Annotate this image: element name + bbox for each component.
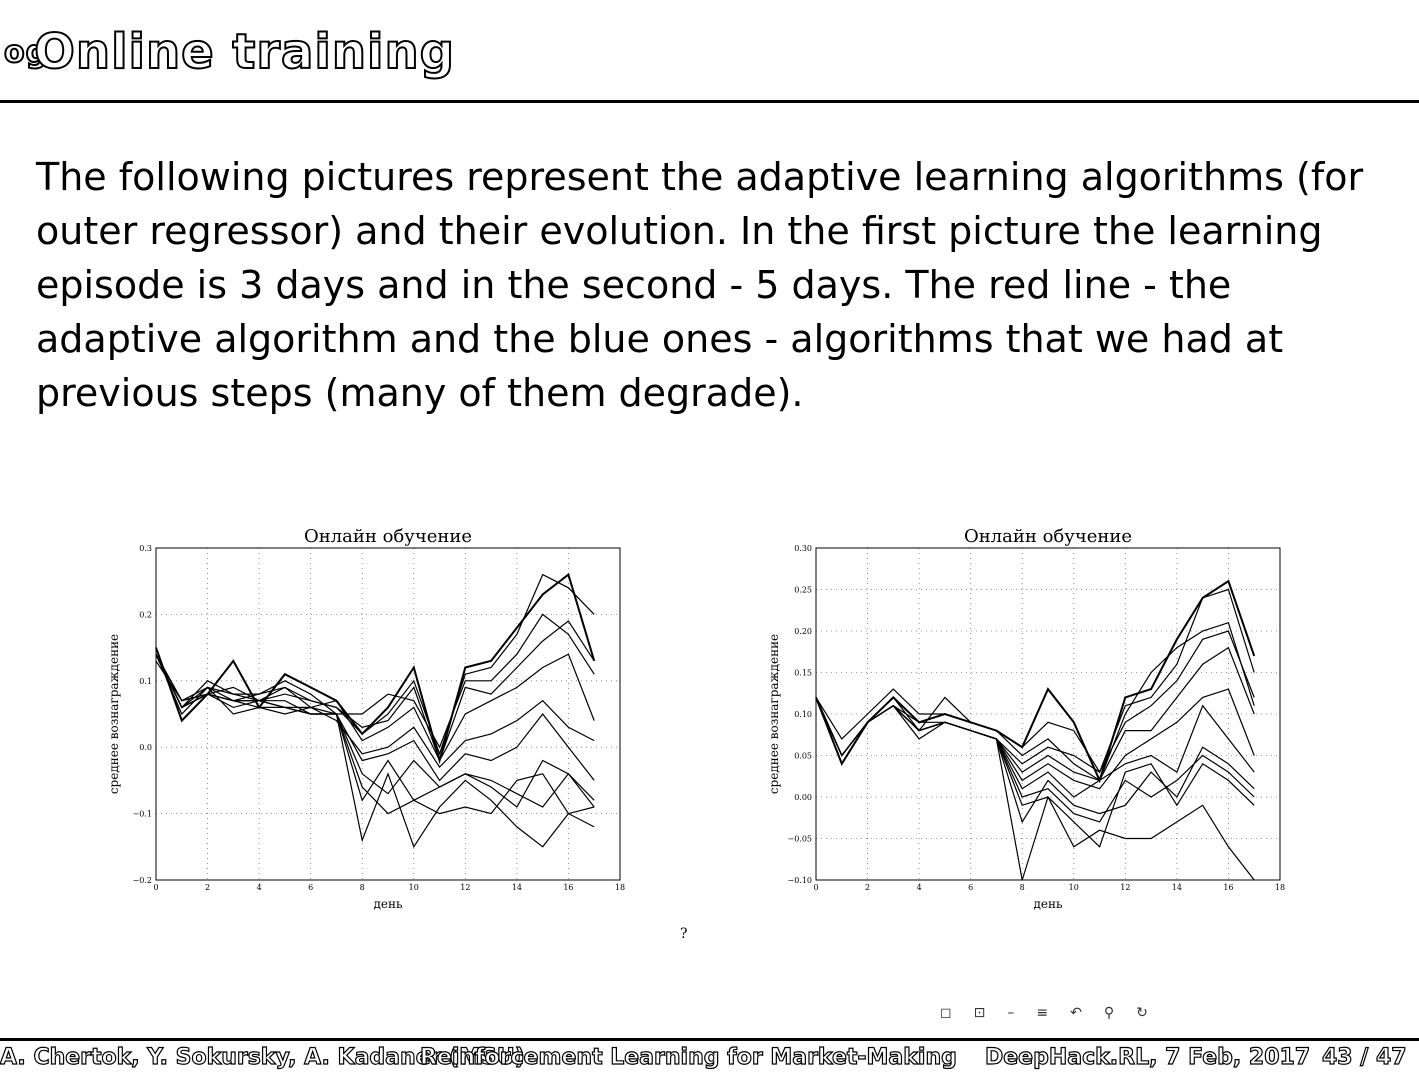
series-line-3 xyxy=(155,613,595,749)
chart-title: Онлайн обучение xyxy=(304,526,472,547)
x-tick-label: 8 xyxy=(360,883,365,892)
series-line-9 xyxy=(155,653,595,828)
y-tick-label: −0.05 xyxy=(787,835,812,844)
x-tick-label: 16 xyxy=(1223,883,1233,892)
series-line-5 xyxy=(155,653,595,762)
y-tick-label: 0.05 xyxy=(794,752,812,761)
slide-title-prefix: og xyxy=(3,34,49,71)
slide-title: ogOnline training xyxy=(3,23,456,81)
y-tick-label: 0.10 xyxy=(794,710,812,719)
x-tick-label: 0 xyxy=(813,883,818,892)
y-tick-label: 0.3 xyxy=(139,544,152,553)
x-tick-label: 2 xyxy=(205,883,210,892)
y-tick-label: −0.2 xyxy=(133,876,152,885)
chart-right: Онлайн обучение 0 2 4 6 8 10 12 14 16 18 −0.10 −0.05… xyxy=(760,520,1290,920)
series-line-2 xyxy=(155,573,595,756)
chart-left-svg: Онлайн обучение 0 2 4 6 8 10 12 14 16 18 −0.2 −0.1 0.… xyxy=(107,526,625,911)
series-line-11 xyxy=(815,697,1255,881)
section-icon[interactable]: – xyxy=(1007,1005,1015,1021)
footer-talk: Reinforcement Learning for Market-Making xyxy=(419,1044,957,1070)
series-line-2 xyxy=(815,588,1255,774)
y-tick-label: 0.15 xyxy=(794,669,812,678)
x-tick-label: 18 xyxy=(1275,883,1285,892)
x-tick-label: 10 xyxy=(1069,883,1079,892)
footer-event: DeepHack.RL, 7 Feb, 2017 xyxy=(984,1044,1311,1070)
y-tick-label: −0.10 xyxy=(787,876,812,885)
beamer-nav: ◻ ⊡ – ≡ ↶ ⚲ ↻ xyxy=(940,1000,1419,1026)
x-tick-label: 12 xyxy=(460,883,470,892)
y-tick-label: 0.0 xyxy=(139,743,152,752)
x-axis-label: день xyxy=(373,897,402,911)
y-tick-label: 0.20 xyxy=(794,627,812,636)
series-line-1 xyxy=(815,579,1256,784)
x-tick-label: 14 xyxy=(1172,883,1182,892)
series-line-10 xyxy=(815,697,1255,881)
chart-title: Онлайн обучение xyxy=(964,526,1132,547)
series-line-4 xyxy=(815,630,1255,773)
slide-title-text: Online training xyxy=(33,23,456,81)
series-line-3 xyxy=(815,621,1255,782)
series-line-6 xyxy=(155,653,595,769)
back-icon[interactable]: ↶ xyxy=(1070,1005,1082,1021)
y-tick-label: 0.00 xyxy=(794,793,812,802)
series-line-4 xyxy=(155,620,595,763)
x-tick-label: 14 xyxy=(512,883,522,892)
chart-left: Онлайн обучение 0 2 4 6 8 10 12 14 16 18 −0.2 −0.1 0.… xyxy=(100,520,630,920)
stray-mark: ? xyxy=(680,926,688,942)
x-tick-label: 10 xyxy=(409,883,419,892)
subsection-icon[interactable]: ⊡ xyxy=(973,1005,986,1021)
title-bar: ogOnline training xyxy=(0,0,1419,103)
chart-right-svg: Онлайн обучение 0 2 4 6 8 10 12 14 16 18 −0.10 −0.05… xyxy=(767,526,1285,911)
frame-icon[interactable]: ◻ xyxy=(940,1005,952,1021)
x-axis-label: день xyxy=(1033,897,1062,911)
align-icon[interactable]: ≡ xyxy=(1036,1005,1049,1021)
x-tick-label: 0 xyxy=(153,883,158,892)
y-axis-label: среднее вознаграждение xyxy=(767,634,781,794)
x-tick-label: 8 xyxy=(1020,883,1025,892)
y-tick-label: 0.2 xyxy=(139,610,152,619)
x-tick-label: 4 xyxy=(917,883,922,892)
x-tick-label: 6 xyxy=(308,883,313,892)
footer-authors: A. Chertok, Y. Sokursky, A. Kadaner (MSU… xyxy=(0,1044,525,1070)
y-tick-label: 0.25 xyxy=(794,586,812,595)
x-tick-label: 16 xyxy=(563,883,573,892)
footer-page: 43 / 47 xyxy=(1321,1044,1407,1070)
search-icon[interactable]: ⚲ xyxy=(1103,1005,1115,1021)
x-tick-label: 4 xyxy=(257,883,262,892)
y-tick-label: 0.1 xyxy=(139,677,152,686)
plot-frame xyxy=(155,547,621,881)
series-line-8 xyxy=(155,653,595,808)
series-line-7 xyxy=(155,653,595,782)
plot-frame xyxy=(815,547,1281,881)
footer: A. Chertok, Y. Sokursky, A. Kadaner (MSU… xyxy=(0,1038,1419,1073)
x-tick-label: 6 xyxy=(968,883,973,892)
refresh-icon[interactable]: ↻ xyxy=(1136,1005,1148,1021)
x-tick-label: 2 xyxy=(865,883,870,892)
y-axis-label: среднее вознаграждение xyxy=(107,634,121,794)
y-tick-label: 0.30 xyxy=(794,544,812,553)
series-line-1 xyxy=(155,572,596,765)
x-tick-label: 12 xyxy=(1120,883,1130,892)
slide-body: The following pictures represent the ada… xyxy=(36,155,1364,415)
x-tick-label: 18 xyxy=(615,883,625,892)
y-tick-label: −0.1 xyxy=(133,810,152,819)
series-line-11 xyxy=(155,653,595,808)
